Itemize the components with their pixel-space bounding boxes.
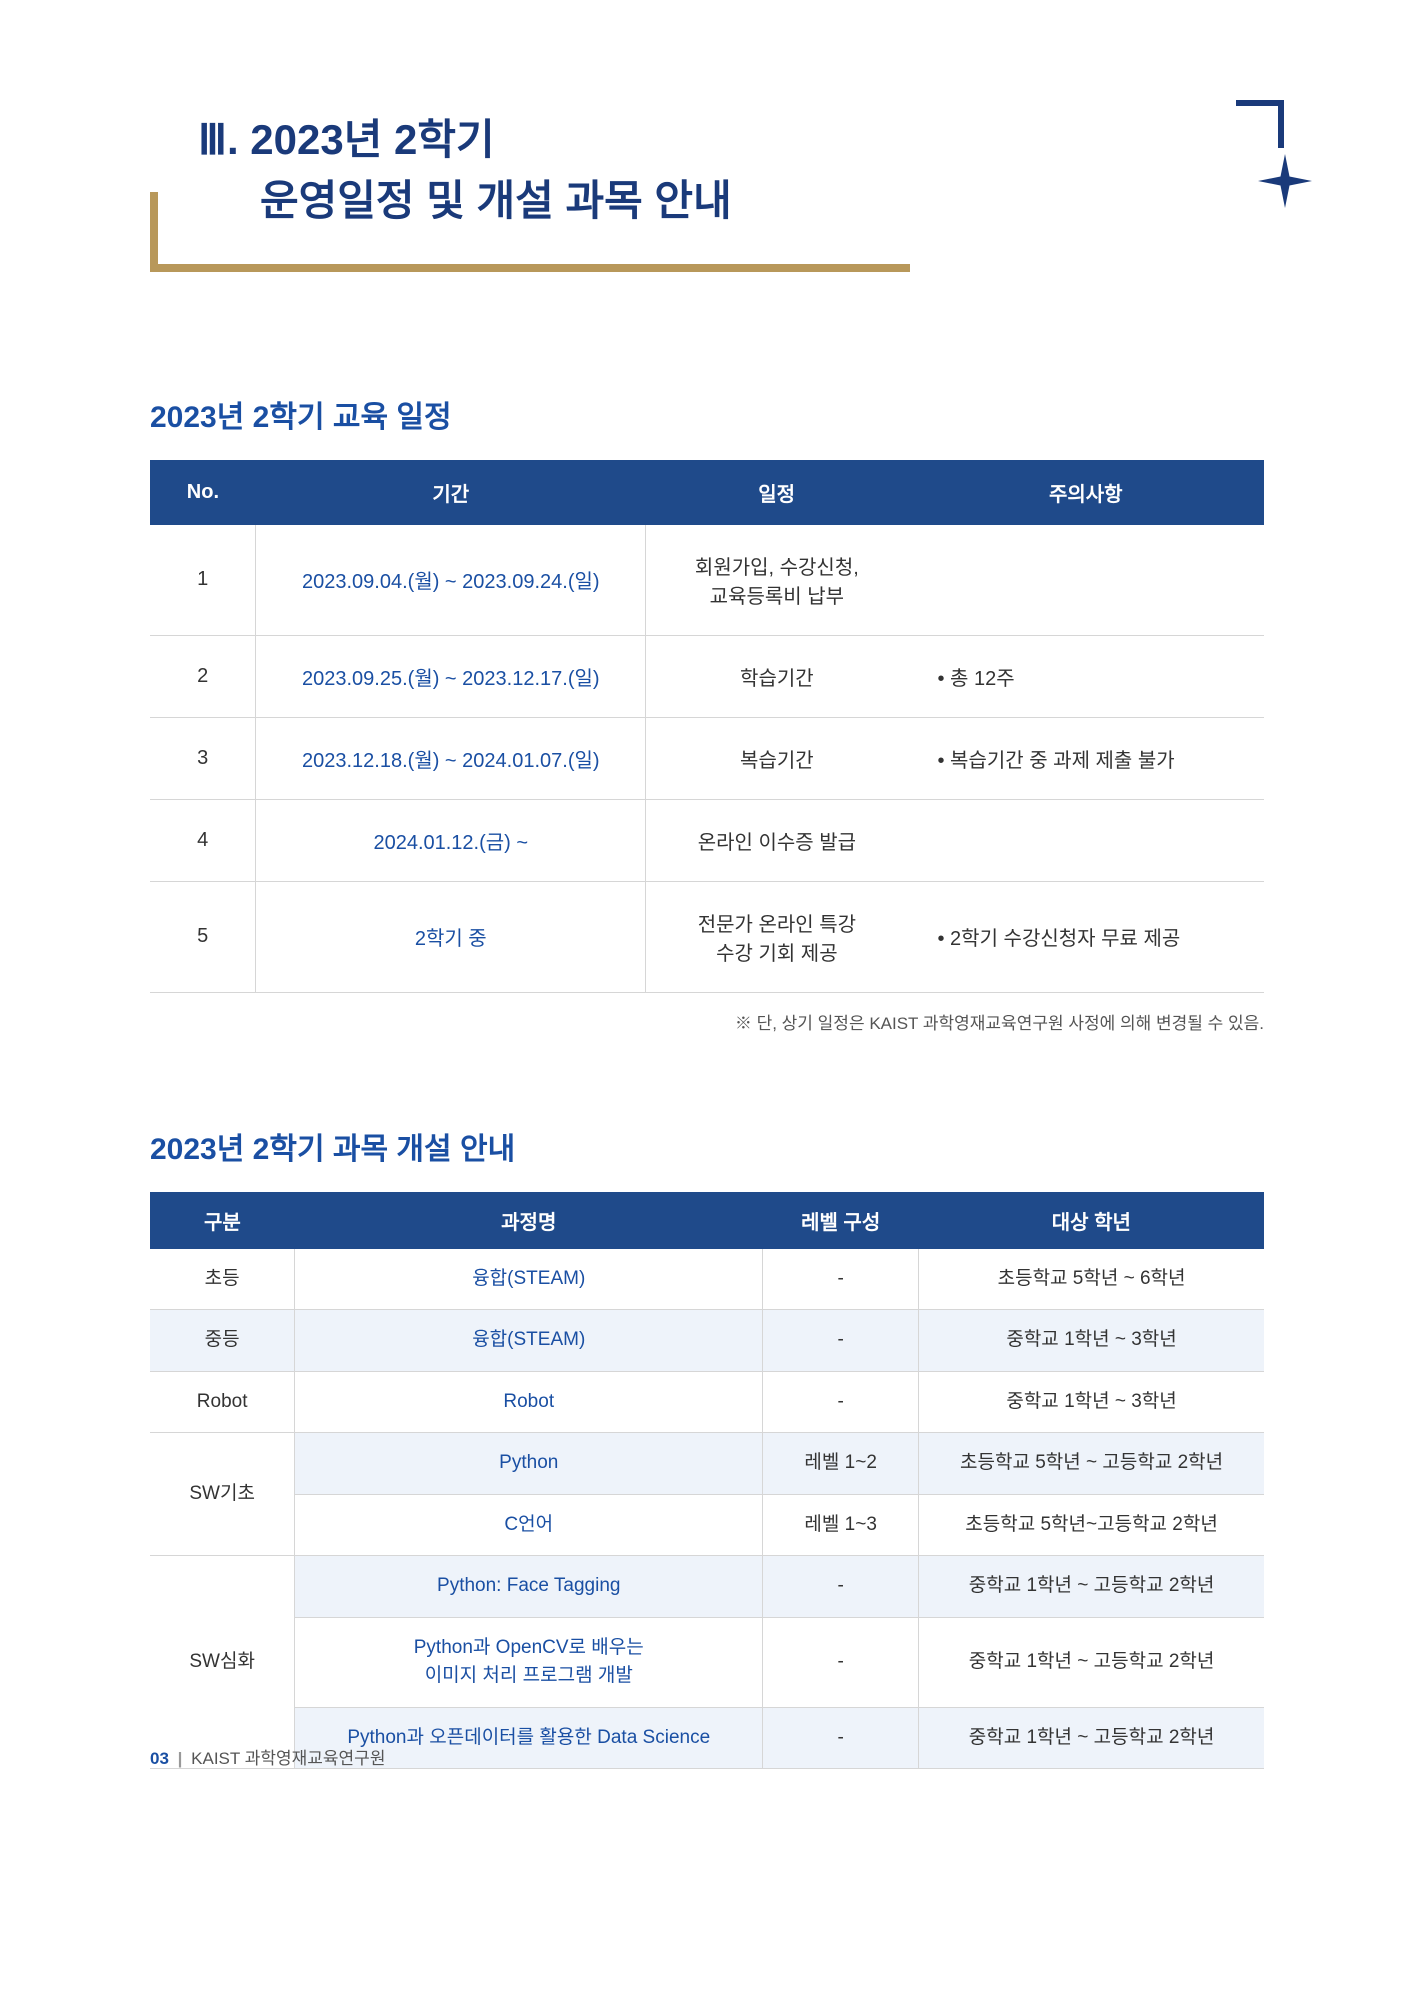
table-row: 22023.09.25.(월) ~ 2023.12.17.(일)학습기간• 총 … xyxy=(150,635,1264,717)
cell-category: 초등 xyxy=(150,1249,295,1310)
table-row: C언어레벨 1~3초등학교 5학년~고등학교 2학년 xyxy=(150,1494,1264,1556)
cell-course: Robot xyxy=(295,1371,763,1433)
table-row: RobotRobot-중학교 1학년 ~ 3학년 xyxy=(150,1371,1264,1433)
footer-separator: | xyxy=(178,1749,183,1768)
cell-note xyxy=(908,799,1265,881)
cell-target: 중학교 1학년 ~ 고등학교 2학년 xyxy=(919,1617,1264,1707)
cell-target: 중학교 1학년 ~ 3학년 xyxy=(919,1371,1264,1433)
col-course: 과정명 xyxy=(295,1192,763,1249)
col-level: 레벨 구성 xyxy=(763,1192,919,1249)
cell-target: 초등학교 5학년 ~ 6학년 xyxy=(919,1249,1264,1310)
cell-period: 2023.09.25.(월) ~ 2023.12.17.(일) xyxy=(256,635,646,717)
cell-course: 융합(STEAM) xyxy=(295,1249,763,1310)
col-event: 일정 xyxy=(646,460,908,525)
page-title-line2: 운영일정 및 개설 과목 안내 xyxy=(198,177,732,224)
table-row: 52학기 중전문가 온라인 특강 수강 기회 제공• 2학기 수강신청자 무료 … xyxy=(150,881,1264,992)
cell-level: - xyxy=(763,1249,919,1310)
cell-note: • 총 12주 xyxy=(908,635,1265,717)
cell-no: 2 xyxy=(150,635,256,717)
cell-target: 초등학교 5학년 ~ 고등학교 2학년 xyxy=(919,1433,1264,1495)
cell-category: SW심화 xyxy=(150,1556,295,1769)
col-category: 구분 xyxy=(150,1192,295,1249)
cell-category: 중등 xyxy=(150,1310,295,1372)
star-icon xyxy=(1258,154,1312,208)
table-row: 중등융합(STEAM)-중학교 1학년 ~ 3학년 xyxy=(150,1310,1264,1372)
col-period: 기간 xyxy=(256,460,646,525)
courses-section-title: 2023년 2학기 과목 개설 안내 xyxy=(150,1124,1264,1168)
cell-note xyxy=(908,525,1265,636)
cell-no: 3 xyxy=(150,717,256,799)
page-title-line1: Ⅲ. 2023년 2학기 xyxy=(198,116,495,163)
cell-no: 5 xyxy=(150,881,256,992)
cell-category: Robot xyxy=(150,1371,295,1433)
cell-note: • 복습기간 중 과제 제출 불가 xyxy=(908,717,1265,799)
table-row: 42024.01.12.(금) ~온라인 이수증 발급 xyxy=(150,799,1264,881)
schedule-table: No. 기간 일정 주의사항 12023.09.04.(월) ~ 2023.09… xyxy=(150,460,1264,993)
cell-target: 중학교 1학년 ~ 고등학교 2학년 xyxy=(919,1556,1264,1618)
cell-level: - xyxy=(763,1310,919,1372)
cell-target: 초등학교 5학년~고등학교 2학년 xyxy=(919,1494,1264,1556)
cell-period: 2023.12.18.(월) ~ 2024.01.07.(일) xyxy=(256,717,646,799)
cell-category: SW기초 xyxy=(150,1433,295,1556)
page-footer: 03 | KAIST 과학영재교육연구원 xyxy=(150,1744,385,1769)
cell-target: 중학교 1학년 ~ 3학년 xyxy=(919,1310,1264,1372)
cell-course: Python: Face Tagging xyxy=(295,1556,763,1618)
cell-level: - xyxy=(763,1556,919,1618)
frame-corner-decoration xyxy=(1236,100,1284,148)
cell-period: 2023.09.04.(월) ~ 2023.09.24.(일) xyxy=(256,525,646,636)
courses-table: 구분 과정명 레벨 구성 대상 학년 초등융합(STEAM)-초등학교 5학년 … xyxy=(150,1192,1264,1770)
cell-level: - xyxy=(763,1617,919,1707)
col-no: No. xyxy=(150,460,256,525)
cell-course: 융합(STEAM) xyxy=(295,1310,763,1372)
cell-level: 레벨 1~2 xyxy=(763,1433,919,1495)
cell-event: 회원가입, 수강신청, 교육등록비 납부 xyxy=(646,525,908,636)
table-header-row: 구분 과정명 레벨 구성 대상 학년 xyxy=(150,1192,1264,1249)
table-row: Python과 OpenCV로 배우는 이미지 처리 프로그램 개발-중학교 1… xyxy=(150,1617,1264,1707)
cell-event: 복습기간 xyxy=(646,717,908,799)
table-header-row: No. 기간 일정 주의사항 xyxy=(150,460,1264,525)
table-row: SW기초Python레벨 1~2초등학교 5학년 ~ 고등학교 2학년 xyxy=(150,1433,1264,1495)
schedule-section-title: 2023년 2학기 교육 일정 xyxy=(150,392,1264,436)
schedule-footnote: ※ 단, 상기 일정은 KAIST 과학영재교육연구원 사정에 의해 변경될 수… xyxy=(150,1009,1264,1034)
cell-event: 전문가 온라인 특강 수강 기회 제공 xyxy=(646,881,908,992)
cell-target: 중학교 1학년 ~ 고등학교 2학년 xyxy=(919,1707,1264,1769)
page-title: Ⅲ. 2023년 2학기 운영일정 및 개설 과목 안내 xyxy=(150,110,1264,232)
cell-no: 4 xyxy=(150,799,256,881)
page-title-frame: Ⅲ. 2023년 2학기 운영일정 및 개설 과목 안내 xyxy=(150,100,1264,272)
frame-bottom-bar xyxy=(150,264,910,272)
cell-period: 2학기 중 xyxy=(256,881,646,992)
col-note: 주의사항 xyxy=(908,460,1265,525)
cell-period: 2024.01.12.(금) ~ xyxy=(256,799,646,881)
cell-level: - xyxy=(763,1371,919,1433)
cell-level: - xyxy=(763,1707,919,1769)
cell-event: 온라인 이수증 발급 xyxy=(646,799,908,881)
col-target: 대상 학년 xyxy=(919,1192,1264,1249)
cell-course: Python xyxy=(295,1433,763,1495)
frame-left-bar xyxy=(150,192,158,272)
footer-org: KAIST 과학영재교육연구원 xyxy=(191,1749,385,1768)
page-number: 03 xyxy=(150,1749,169,1768)
cell-note: • 2학기 수강신청자 무료 제공 xyxy=(908,881,1265,992)
table-row: 12023.09.04.(월) ~ 2023.09.24.(일)회원가입, 수강… xyxy=(150,525,1264,636)
table-row: SW심화Python: Face Tagging-중학교 1학년 ~ 고등학교 … xyxy=(150,1556,1264,1618)
cell-level: 레벨 1~3 xyxy=(763,1494,919,1556)
cell-no: 1 xyxy=(150,525,256,636)
cell-course: Python과 OpenCV로 배우는 이미지 처리 프로그램 개발 xyxy=(295,1617,763,1707)
table-row: 초등융합(STEAM)-초등학교 5학년 ~ 6학년 xyxy=(150,1249,1264,1310)
cell-event: 학습기간 xyxy=(646,635,908,717)
cell-course: C언어 xyxy=(295,1494,763,1556)
table-row: 32023.12.18.(월) ~ 2024.01.07.(일)복습기간• 복습… xyxy=(150,717,1264,799)
